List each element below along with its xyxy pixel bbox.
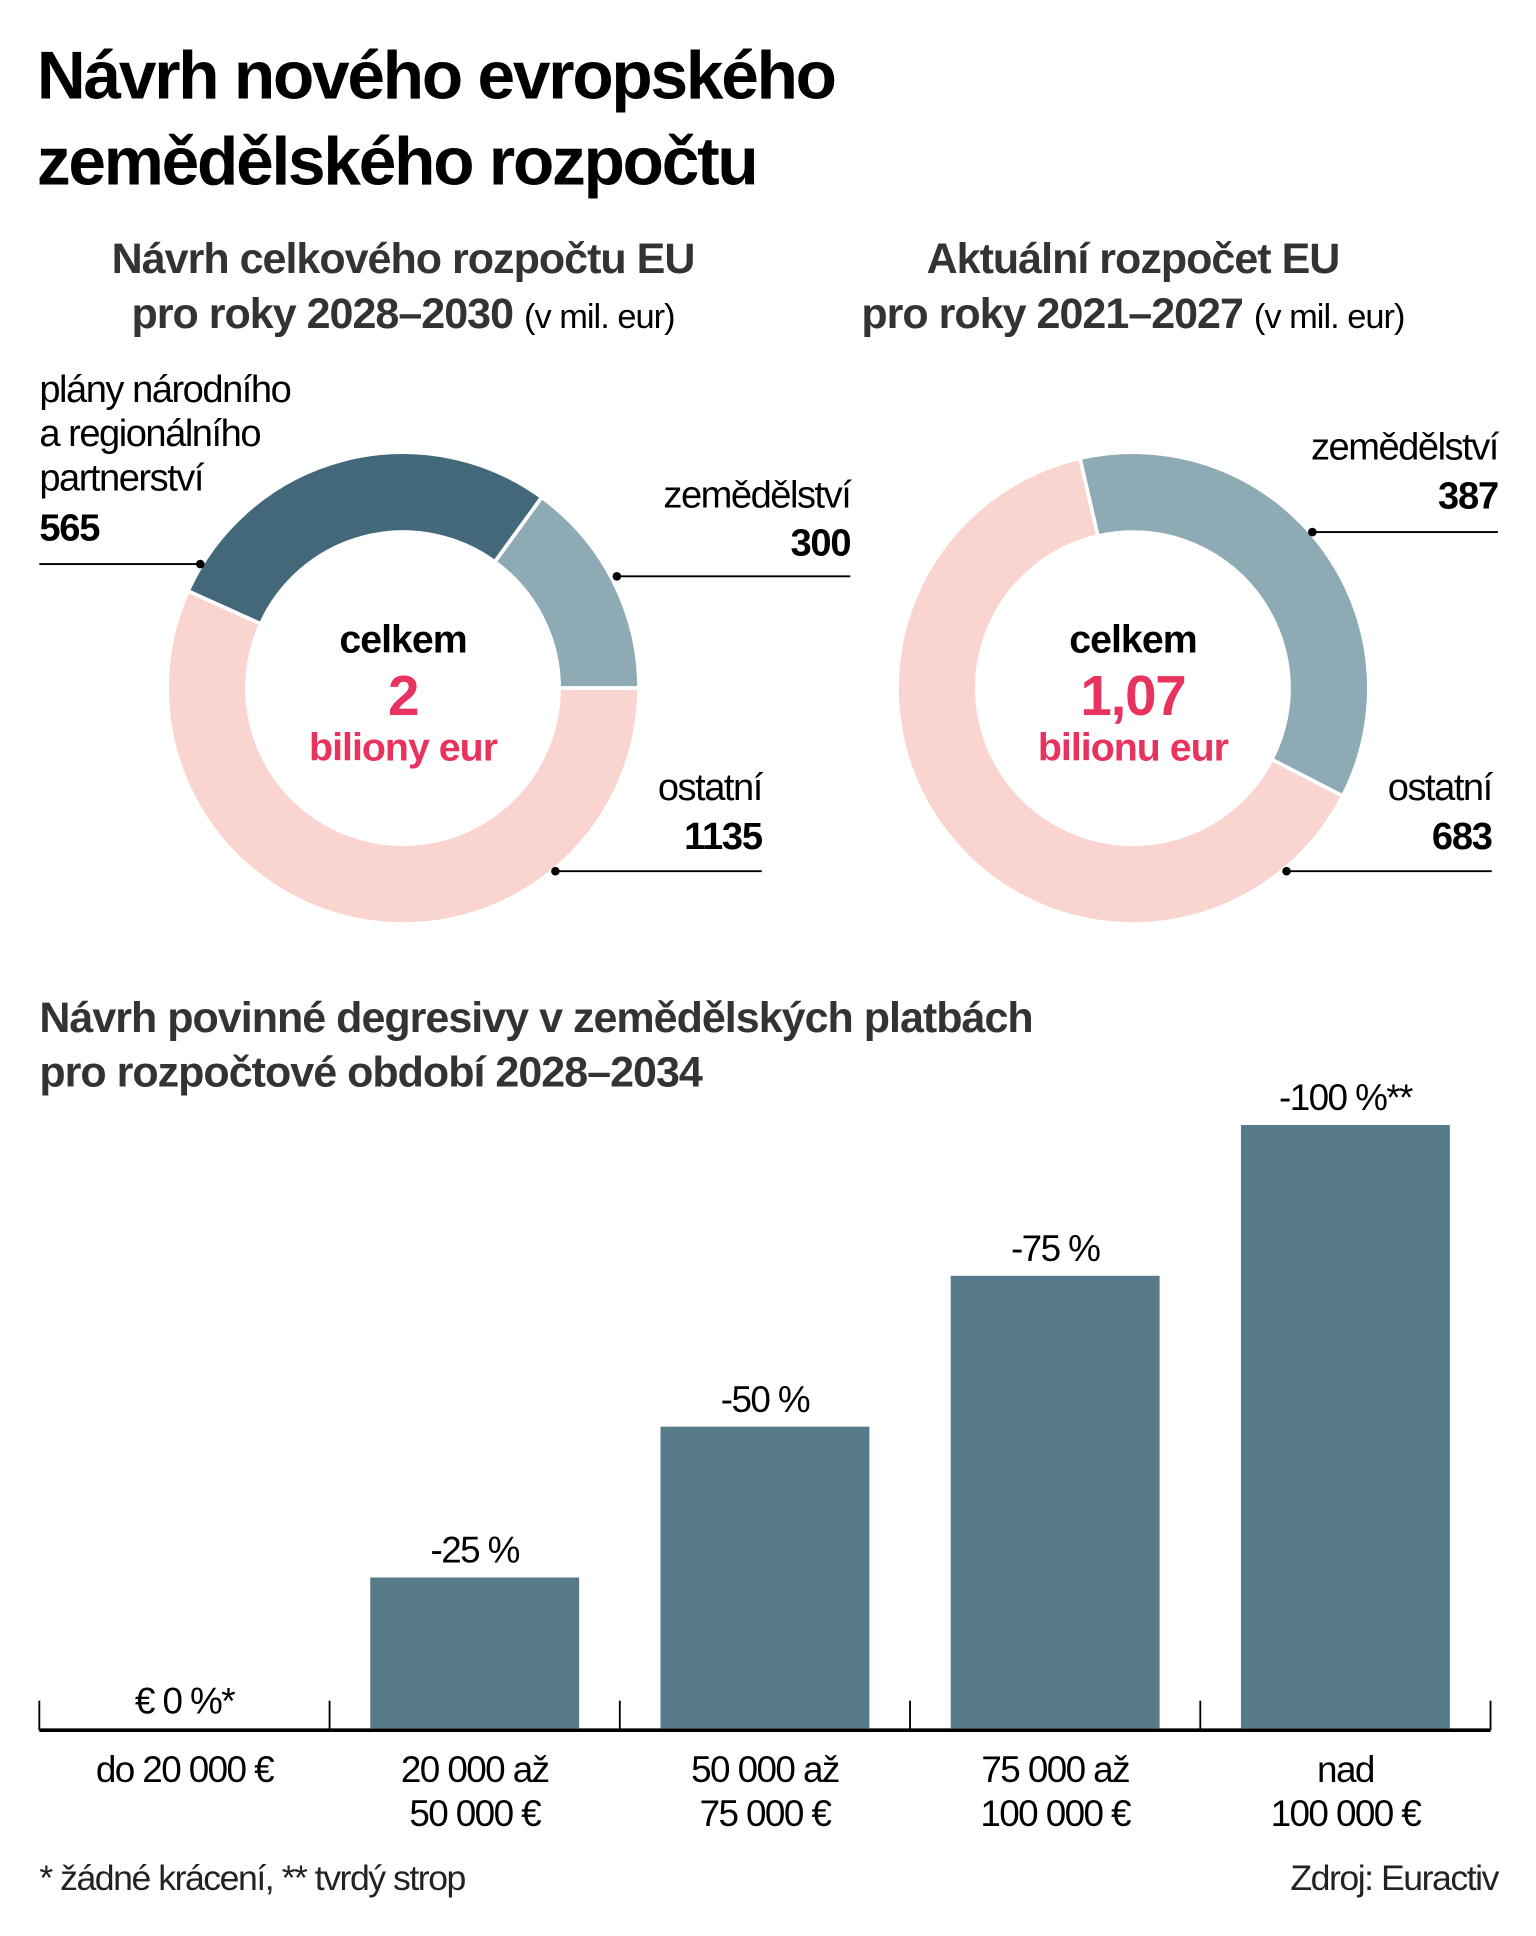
x-tick-label: do 20 000 € [96, 1749, 274, 1790]
donut2-unit: (v mil. eur) [1254, 298, 1405, 336]
donut2-value-other: 683 [1432, 816, 1492, 858]
donut-chart-1 [165, 450, 641, 926]
donut-segment [165, 588, 641, 926]
donut1-label-agriculture: zemědělství [663, 475, 852, 517]
x-tick-label: 100 000 € [1271, 1793, 1422, 1834]
donut1-unit: (v mil. eur) [524, 298, 675, 336]
donut1-center-unit: biliony eur [309, 726, 498, 770]
donut2-center-unit: bilionu eur [1038, 726, 1229, 770]
donut-segment [895, 456, 1346, 926]
bar-chart-title-line1: Návrh povinné degresivy v zemědělských p… [39, 994, 1032, 1042]
donut1-subtitle: pro roky 2028–2030 (v mil. eur) [131, 290, 674, 338]
leader-dot [612, 572, 622, 581]
donut1-title: Návrh celkového rozpočtu EU [112, 235, 695, 283]
donut-segment [185, 450, 545, 627]
donut2-label-agriculture: zemědělství [1311, 427, 1500, 469]
x-tick-label: 50 000 € [409, 1793, 541, 1834]
x-tick-label: 75 000 € [700, 1793, 832, 1834]
bar-data-label: -75 % [1011, 1228, 1100, 1269]
donut-chart-2 [895, 450, 1371, 926]
donut1-years: pro roky 2028–2030 [131, 290, 513, 338]
donut-segment [1077, 450, 1371, 799]
leader-dot [551, 866, 560, 876]
x-tick-label: 75 000 až [981, 1749, 1129, 1790]
bar [950, 1275, 1160, 1729]
leader-dot [1282, 866, 1291, 876]
source: Zdroj: Euractiv [1290, 1858, 1499, 1898]
donut1-value-agriculture: 300 [790, 522, 850, 564]
bar [660, 1426, 870, 1729]
bar [1240, 1124, 1450, 1729]
donut1-value-partnership: 565 [39, 508, 100, 550]
donut1-center-value: 2 [388, 664, 418, 727]
donut1-label-other: ostatní [658, 767, 764, 809]
bar-chart-title-line2: pro rozpočtové období 2028–2034 [39, 1048, 703, 1096]
donut2-value-agriculture: 387 [1438, 476, 1498, 518]
bar-data-label: -25 % [431, 1530, 520, 1571]
leader-dot [195, 559, 205, 569]
footnote: * žádné krácení, ** tvrdý strop [39, 1858, 465, 1898]
donut2-title: Aktuální rozpočet EU [927, 235, 1340, 283]
x-tick-label: 50 000 až [691, 1749, 839, 1790]
page-title-line1: Návrh nového evropského [37, 38, 835, 113]
donut2-subtitle: pro roky 2021–2027 (v mil. eur) [861, 290, 1404, 338]
bar-data-label: -50 % [721, 1379, 810, 1420]
donut2-center-label: celkem [1069, 618, 1196, 662]
bar [370, 1577, 580, 1729]
bar-data-label: -100 %** [1279, 1077, 1413, 1118]
x-tick-label: 100 000 € [980, 1793, 1131, 1834]
x-tick-label: 20 000 až [401, 1749, 549, 1790]
donut2-center-value: 1,07 [1080, 664, 1185, 727]
page-title-line2: zemědělského rozpočtu [37, 124, 757, 199]
donut2-years: pro roky 2021–2027 [861, 290, 1243, 338]
donut1-label-partnership-3: partnerství [39, 457, 205, 499]
bar-data-label: € 0 %* [135, 1681, 235, 1722]
donut1-label-partnership-1: plány národního [39, 369, 290, 411]
donut1-center-label: celkem [339, 618, 466, 662]
donut2-label-other: ostatní [1388, 767, 1494, 809]
donut1-label-partnership-2: a regionálního [39, 413, 260, 455]
leader-dot [1308, 527, 1317, 537]
donut1-value-other: 1135 [684, 816, 763, 858]
x-tick-label: nad [1317, 1749, 1374, 1790]
